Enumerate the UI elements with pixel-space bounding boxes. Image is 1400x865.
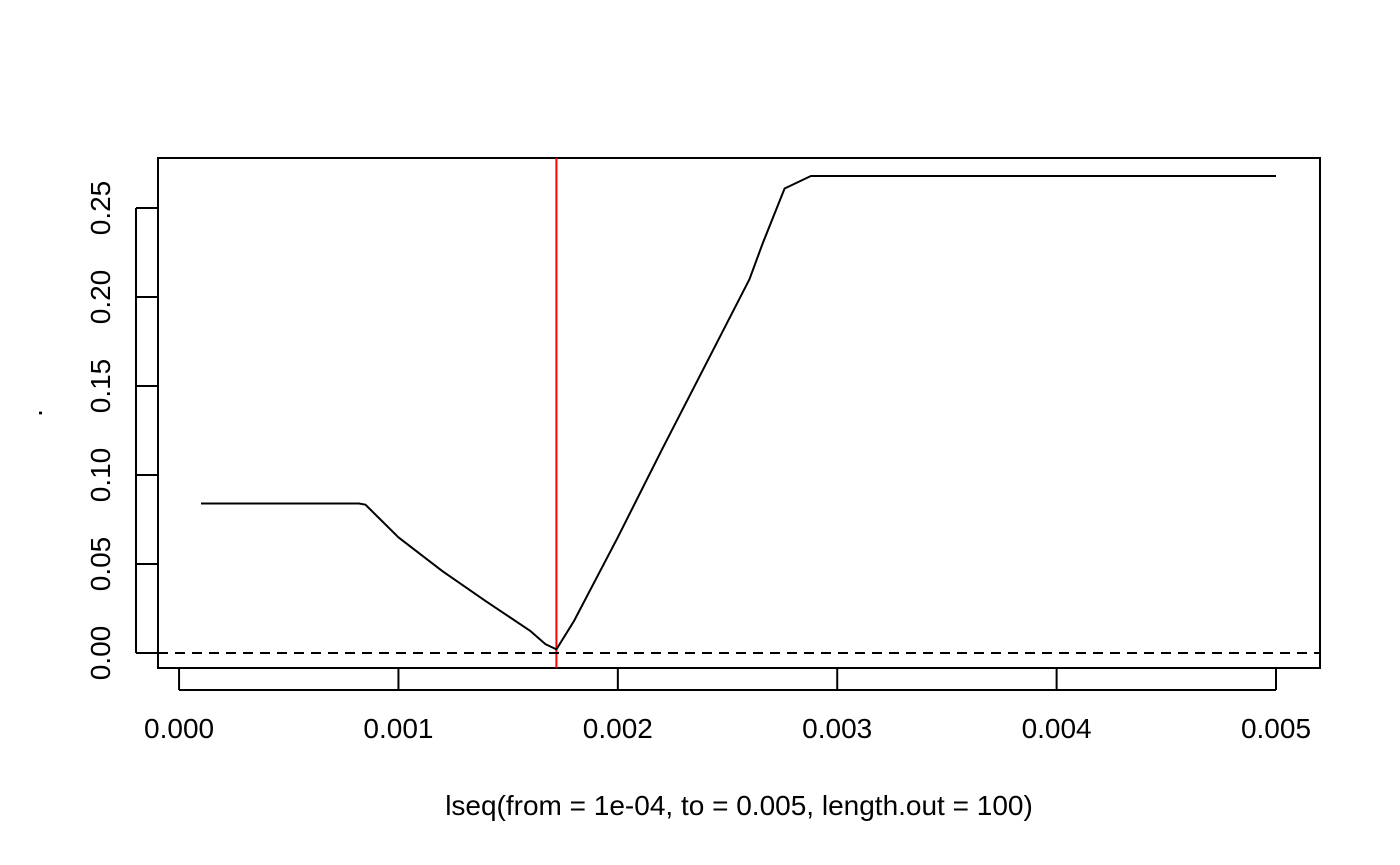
y-tick-label: 0.00 [85,626,116,681]
x-tick-label: 0.005 [1241,713,1311,744]
x-tick-label: 0.004 [1022,713,1092,744]
y-tick-label: 0.10 [85,448,116,503]
y-tick-label: 0.25 [85,181,116,236]
y-axis: 0.00 0.05 0.10 0.15 0.20 0.25 [85,181,157,681]
y-tick-label: 0.15 [85,359,116,414]
y-axis-title: . [17,409,48,417]
y-tick-label: 0.05 [85,537,116,592]
series-line-1 [201,175,1276,651]
series-layer [201,175,1276,651]
x-axis-title: lseq(from = 1e-04, to = 0.005, length.ou… [445,790,1033,821]
x-tick-label: 0.003 [802,713,872,744]
reference-lines [158,158,1320,668]
x-tick-label: 0.001 [363,713,433,744]
x-tick-label: 0.002 [583,713,653,744]
plot-box [157,157,1321,669]
x-tick-label: 0.000 [144,713,214,744]
y-tick-label: 0.20 [85,270,116,325]
x-axis: 0.000 0.001 0.002 0.003 0.004 0.005 [144,669,1311,744]
